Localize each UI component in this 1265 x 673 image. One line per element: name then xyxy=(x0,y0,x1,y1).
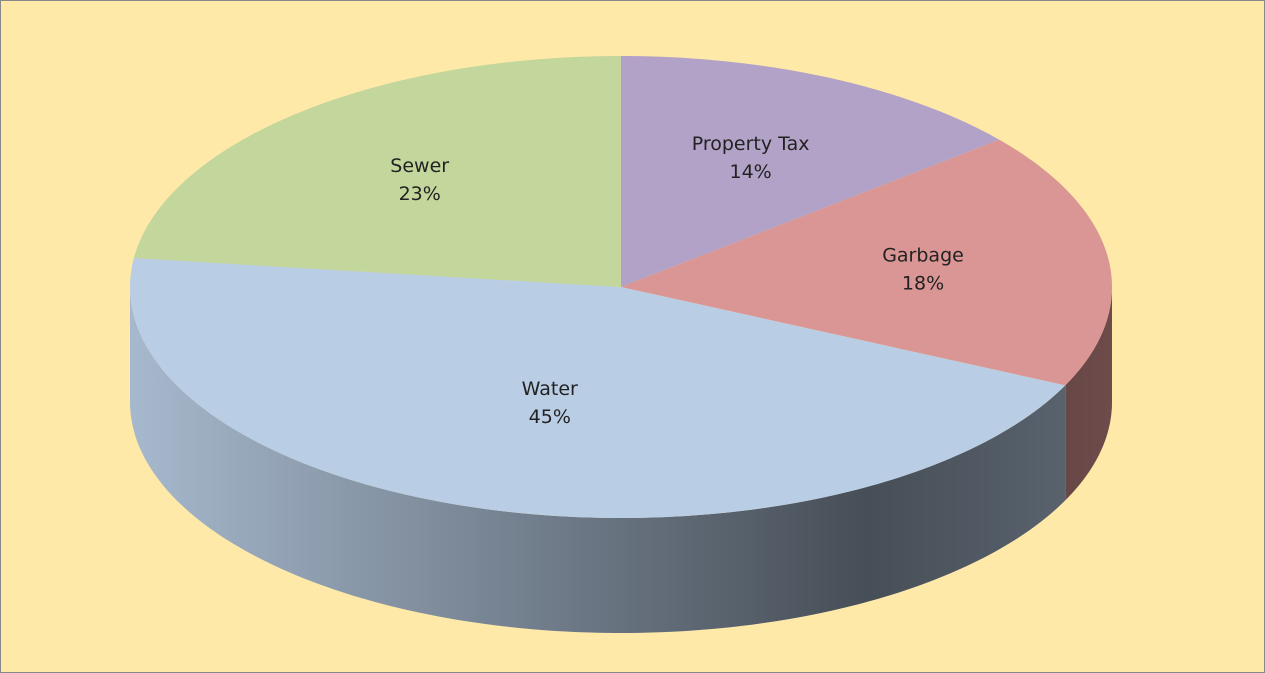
pie-slice xyxy=(621,139,1112,386)
pie-slice xyxy=(133,56,621,287)
slice-value-label: 14% xyxy=(729,161,771,183)
slice-value-label: 23% xyxy=(399,183,441,205)
pie-side-shade xyxy=(1065,287,1112,501)
slice-label: Garbage xyxy=(882,245,964,267)
slice-value-label: 45% xyxy=(529,406,571,428)
slice-label: Sewer xyxy=(390,155,449,177)
slice-label: Water xyxy=(522,378,578,400)
slice-value-label: 18% xyxy=(902,273,944,295)
pie-side-shade xyxy=(130,287,1066,633)
pie-slice xyxy=(621,56,1000,287)
pie-slice xyxy=(130,258,1066,518)
slice-label: Property Tax xyxy=(692,133,810,155)
